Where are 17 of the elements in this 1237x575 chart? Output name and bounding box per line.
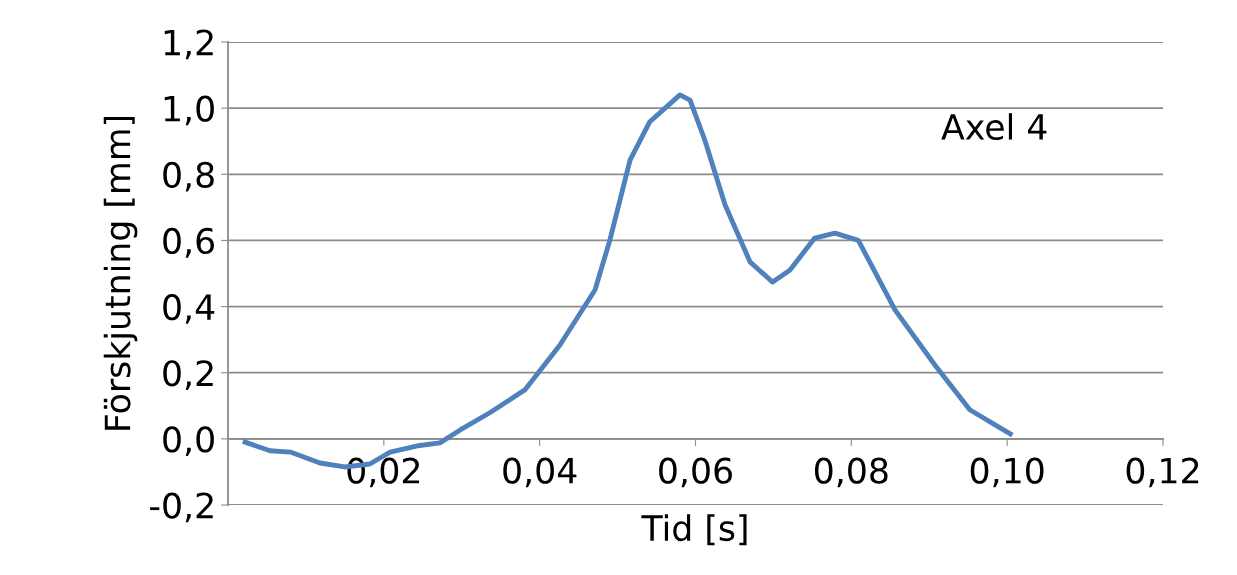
y-tick-label: 0,8 bbox=[163, 161, 214, 192]
y-tick-label: 0,2 bbox=[163, 360, 213, 390]
x-tick-label: 0,04 bbox=[503, 457, 577, 488]
x-tick-label: 0,12 bbox=[1126, 457, 1199, 488]
x-tick-label: 0,08 bbox=[814, 457, 888, 488]
y-tick-label: 0,6 bbox=[163, 227, 215, 258]
y-tick-label: 1,2 bbox=[164, 29, 213, 60]
y-tick-label: -0,2 bbox=[150, 492, 213, 523]
x-axis-title: Tid [s] bbox=[641, 514, 747, 546]
y-tick-label: 0,4 bbox=[163, 293, 215, 324]
x-tick-label: 0,06 bbox=[659, 457, 732, 488]
y-tick-label: 1,0 bbox=[164, 95, 214, 126]
y-tick-label: 0,0 bbox=[163, 426, 214, 457]
x-tick-label: 0,02 bbox=[347, 457, 420, 488]
y-axis-title: Förskjutning [mm] bbox=[103, 116, 138, 430]
x-tick-label: 0,10 bbox=[970, 457, 1044, 488]
annotation: Axel 4 bbox=[941, 113, 1047, 141]
